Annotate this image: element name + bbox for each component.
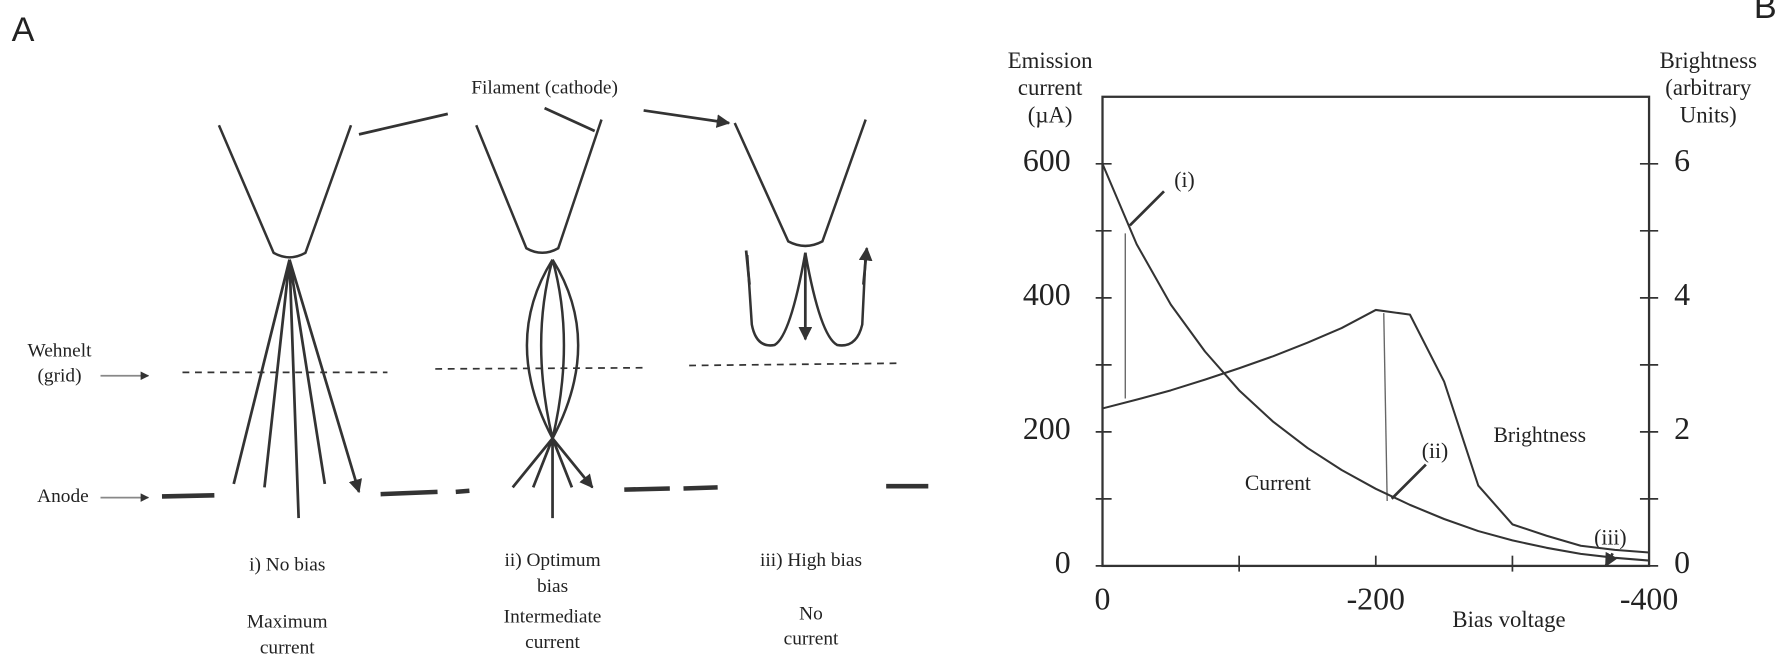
panel-label: A xyxy=(12,11,35,49)
guide-line xyxy=(1384,313,1387,501)
x-tick-label: 0 xyxy=(1095,582,1111,617)
wehnelt-label: (grid) xyxy=(37,365,81,386)
y-axis-label: (µA) xyxy=(1028,102,1073,127)
annotation: (iii) xyxy=(1594,526,1626,550)
y2-tick-label: 2 xyxy=(1674,411,1690,446)
result-label: Maximum xyxy=(247,611,328,632)
y-axis-label: Emission xyxy=(1008,48,1093,73)
x-tick-label: -400 xyxy=(1620,582,1678,617)
bias-label: i) No bias xyxy=(249,554,325,575)
anode xyxy=(162,486,928,496)
x-tick-label: -200 xyxy=(1347,582,1405,617)
y-axis-label: current xyxy=(1018,75,1083,100)
series-label: Brightness xyxy=(1493,423,1586,447)
chart: B Emission current (µA) Brightness (arbi… xyxy=(1008,0,1777,632)
series-line xyxy=(1103,164,1650,561)
annotation: (i) xyxy=(1174,168,1194,192)
annotation-arrows xyxy=(1130,191,1613,566)
y2-axis-label: (arbitrary xyxy=(1665,75,1752,100)
y-tick-label: 0 xyxy=(1055,545,1071,580)
y2-tick-label: 6 xyxy=(1674,143,1690,178)
result-label: current xyxy=(260,637,315,657)
y-tick-label: 400 xyxy=(1023,277,1071,312)
figure: A Filament (cathode) Wehnelt (grid) Anod… xyxy=(0,0,1786,657)
y-tick-label: 200 xyxy=(1023,411,1071,446)
anode-label: Anode xyxy=(37,486,89,507)
result-label: current xyxy=(525,632,580,653)
label-arrows xyxy=(359,108,729,134)
panel-label: B xyxy=(1754,0,1777,26)
y2-tick-label: 0 xyxy=(1674,545,1690,580)
y2-tick-label: 4 xyxy=(1674,277,1690,312)
y-tick-label: 600 xyxy=(1023,143,1071,178)
annotation: (ii) xyxy=(1422,439,1448,463)
result-label: Intermediate xyxy=(504,607,602,628)
filament-label: Filament (cathode) xyxy=(471,77,618,98)
wehnelt-label: Wehnelt xyxy=(28,340,93,361)
plot-frame xyxy=(1103,97,1650,566)
y2-axis-label: Units) xyxy=(1680,102,1737,127)
diagram: A Filament (cathode) Wehnelt (grid) Anod… xyxy=(12,11,929,657)
series-label: Current xyxy=(1245,471,1311,495)
bias-label: bias xyxy=(537,576,568,597)
filaments xyxy=(219,120,866,258)
x-axis-label: Bias voltage xyxy=(1452,607,1565,632)
y2-axis-label: Brightness xyxy=(1660,48,1758,73)
result-label: No xyxy=(799,603,823,624)
bias-label: iii) High bias xyxy=(760,550,862,571)
bias-label: ii) Optimum xyxy=(504,550,600,571)
electron-paths xyxy=(234,260,359,518)
electron-paths xyxy=(513,438,593,518)
result-label: current xyxy=(784,628,839,649)
electron-paths xyxy=(527,260,578,439)
